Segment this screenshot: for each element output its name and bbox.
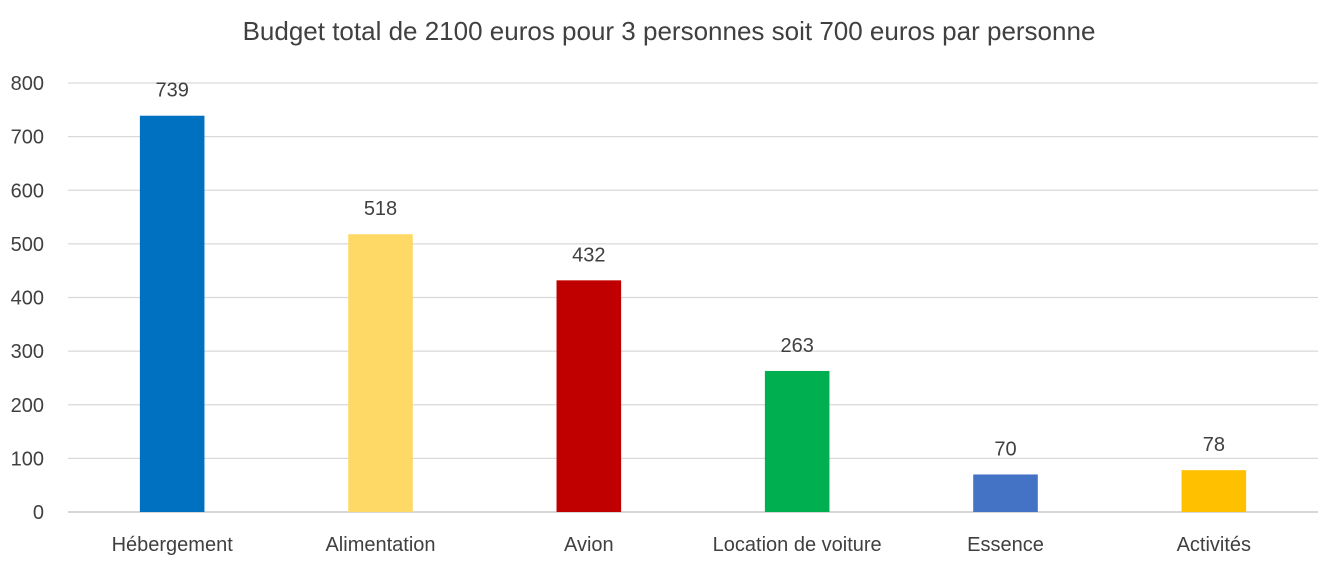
category-label: Hébergement	[112, 534, 234, 556]
bar-2	[556, 280, 622, 512]
y-tick-label: 700	[11, 127, 44, 149]
category-label: Activités	[1177, 534, 1251, 556]
category-label: Location de voiture	[713, 534, 882, 556]
y-tick-label: 600	[11, 180, 44, 202]
y-tick-label: 500	[11, 234, 44, 256]
y-tick-label: 0	[33, 502, 44, 524]
bar-5	[1181, 470, 1247, 512]
y-tick-label: 200	[11, 395, 44, 417]
category-label: Essence	[967, 534, 1044, 556]
gridlines	[68, 82, 1318, 513]
data-label: 432	[572, 244, 605, 266]
data-label: 70	[994, 438, 1016, 460]
y-tick-label: 800	[11, 73, 44, 95]
category-label: Alimentation	[325, 534, 435, 556]
y-tick-label: 100	[11, 448, 44, 470]
bar-1	[348, 234, 413, 512]
bars	[139, 115, 1247, 513]
data-labels: 739 518 432 263 70 78	[155, 80, 1224, 461]
data-label: 739	[155, 80, 188, 102]
data-label: 78	[1203, 434, 1225, 456]
bar-4	[973, 474, 1038, 512]
bar-0	[139, 115, 205, 513]
chart-title: Budget total de 2100 euros pour 3 person…	[243, 16, 1096, 46]
bar-3	[764, 370, 830, 512]
x-axis-categories: Hébergement Alimentation Avion Location de …	[112, 534, 1251, 556]
y-tick-label: 400	[11, 288, 44, 310]
category-label: Avion	[564, 534, 614, 556]
y-tick-label: 300	[11, 341, 44, 363]
y-axis-ticks: 0 100 200 300 400 500 600 700 800	[11, 73, 44, 524]
data-label: 263	[780, 335, 813, 357]
data-label: 518	[364, 198, 397, 220]
